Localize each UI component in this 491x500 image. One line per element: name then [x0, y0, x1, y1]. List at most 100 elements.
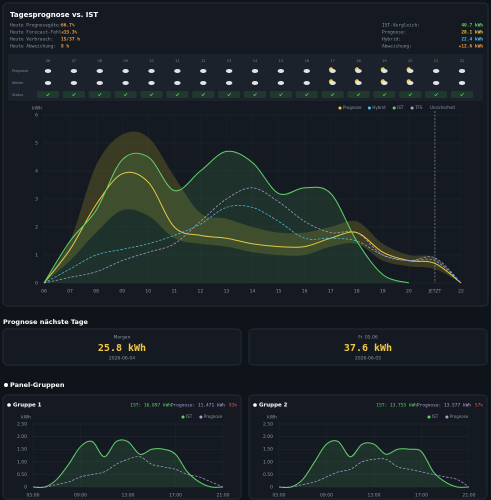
stat-value: +12.6 kWh: [459, 44, 484, 50]
series-line: [32, 439, 224, 489]
y-tick-label: 4: [35, 169, 38, 175]
y-tick-label: 2.00: [17, 434, 27, 440]
status-cell: [244, 91, 266, 98]
x-tick-label: 11: [171, 289, 177, 295]
cloud-icon: [174, 69, 181, 73]
cloud-icon: [277, 69, 285, 73]
cloud-icon: [432, 69, 440, 73]
weather-hour: 13: [227, 59, 231, 63]
y-tick-label: 2.50: [17, 422, 27, 428]
y-tick-label: 0.50: [17, 472, 27, 478]
status-cell: [321, 91, 344, 98]
x-tick-label: 06: [41, 289, 47, 295]
x-tick-label: 05:00: [27, 493, 40, 499]
x-tick-label: 13:00: [368, 493, 381, 499]
group-ist: IST: 13.755 kWh: [376, 403, 417, 409]
x-tick-label: 13: [224, 289, 230, 295]
stat-value: 15/37 h: [61, 37, 80, 43]
status-cell: [347, 91, 370, 98]
y-tick-label: 3: [35, 197, 38, 203]
check-icon: [201, 92, 206, 97]
cloud-icon: [44, 69, 52, 73]
legend-marker: [338, 106, 342, 110]
stat-label: Prognose:: [382, 30, 406, 36]
x-tick-label: 21:00: [463, 493, 476, 499]
y-tick-label: 2.00: [263, 434, 273, 440]
forecast-label: Morgen: [114, 335, 131, 341]
status-cell: [451, 91, 473, 98]
series-line: [43, 171, 462, 284]
legend-marker: [181, 415, 185, 419]
cloud-icon: [329, 81, 336, 85]
forecast-card: [248, 328, 488, 366]
status-cell: [62, 91, 85, 98]
y-tick-label: 1.50: [263, 447, 273, 453]
cloud-icon: [96, 69, 103, 73]
check-icon: [149, 92, 154, 97]
stat-label: IST-Vergleich:: [382, 23, 420, 29]
forecast-date: 2026-06-05: [355, 356, 381, 362]
weather-hour: 14: [253, 59, 258, 63]
cloud-icon: [96, 81, 103, 85]
x-tick-label: 12: [198, 289, 204, 295]
status-cell: [88, 91, 111, 98]
cloud-icon: [303, 81, 310, 85]
group-name: Gruppe 2: [259, 403, 288, 409]
stat-label: Heute Prognosegüte:: [10, 23, 61, 29]
x-tick-label: 18: [354, 289, 360, 295]
x-tick-label: 09:00: [320, 493, 333, 499]
status-cell: [269, 91, 292, 98]
series-line: [43, 150, 410, 284]
cloud-icon: [225, 81, 233, 85]
cloud-icon: [407, 69, 414, 73]
cloud-icon: [122, 69, 129, 73]
x-tick-label: 16: [302, 289, 308, 295]
weather-hour: 12: [201, 59, 205, 63]
y-tick-label: 6: [35, 113, 38, 119]
status-cell: [37, 91, 59, 98]
check-icon: [123, 92, 128, 97]
check-icon: [279, 92, 283, 97]
cloud-icon: [407, 81, 414, 85]
cloud-icon: [355, 81, 362, 85]
forecast-card: [2, 328, 242, 366]
cloud-icon: [70, 81, 78, 85]
legend-label: Prognose: [343, 105, 362, 110]
weather-hour: 17: [330, 59, 334, 63]
stat-label: Heute Forecast-Fehler:: [10, 30, 70, 36]
status-cell: [166, 91, 189, 98]
cloud-icon: [225, 69, 233, 73]
series-line: [278, 458, 470, 488]
y-tick-label: 2.50: [263, 422, 273, 428]
legend-marker: [427, 415, 431, 419]
x-tick-label: 17: [328, 289, 334, 295]
y-tick-label: 0: [35, 281, 38, 287]
unit-label: kWh: [267, 415, 277, 421]
group-prognose: Prognose: 11.471 kWh: [171, 403, 225, 409]
group-name: Gruppe 1: [13, 403, 42, 409]
cloud-icon: [174, 81, 181, 85]
status-cell: [114, 91, 137, 98]
series-line: [43, 187, 462, 284]
forecast-value: 25.8 kWh: [98, 343, 146, 354]
weather-hour: 09: [123, 59, 127, 63]
stat-label: Abweichung:: [382, 44, 412, 50]
weather-hour: 22: [460, 59, 464, 63]
cloud-icon: [458, 69, 466, 73]
group-dot: [7, 403, 11, 407]
legend-marker: [199, 415, 203, 419]
status-cell: [218, 91, 241, 98]
weather-hour: 11: [175, 59, 179, 63]
x-tick-label: 05:00: [273, 493, 286, 499]
area: [44, 151, 409, 283]
weather-hour: 06: [46, 59, 50, 63]
legend-label: IST: [432, 414, 439, 419]
x-tick-label: 17:00: [415, 493, 428, 499]
weather-hour: 19: [382, 59, 386, 63]
cloud-icon: [44, 81, 52, 85]
cloud-icon: [200, 69, 207, 73]
status-cell: [295, 91, 318, 98]
section-title: Prognose nächste Tage: [3, 318, 88, 326]
group-ratio: 93%: [229, 403, 237, 409]
